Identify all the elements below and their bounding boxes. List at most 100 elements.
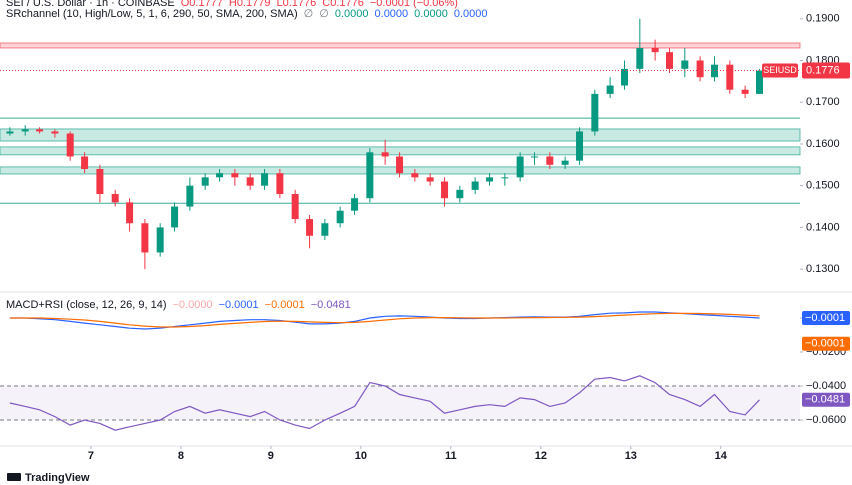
y-tick-label: 0.1700: [806, 96, 840, 108]
candle: [381, 139, 389, 165]
candle-body: [141, 223, 149, 253]
indicator-value: 0.0000: [335, 8, 369, 20]
indicator-value: 0.0000: [414, 8, 448, 20]
candle-body: [336, 210, 344, 224]
indicator-line: [9, 375, 760, 431]
y-tick-label: −0.0400: [806, 380, 846, 392]
x-tick-label: 9: [268, 450, 274, 462]
candle: [696, 56, 704, 82]
sr-zone: [0, 128, 801, 142]
indicator-value: 0.0000: [454, 8, 488, 20]
candle: [726, 60, 734, 94]
candle-body: [351, 198, 359, 211]
value-box: [802, 392, 850, 407]
candle-body: [666, 52, 674, 69]
candle: [651, 39, 659, 61]
candle-body: [591, 93, 599, 132]
candle-body: [576, 131, 584, 161]
candle-body: [681, 60, 689, 69]
indicator-header: MACD+RSI (close, 12, 26, 9, 14) −0.0000 −0…: [6, 299, 351, 311]
candle: [501, 173, 509, 186]
candle-body: [276, 173, 284, 195]
x-tick-label: 11: [445, 450, 457, 462]
candle-body: [81, 156, 89, 169]
candle: [246, 173, 254, 190]
indicator-value: −0.0481: [311, 299, 351, 311]
candle: [36, 127, 44, 134]
value-box-label: −0.0001: [805, 312, 845, 324]
chart-title: SEI / U.S. Dollar · 1h · COINBASE: [6, 0, 175, 9]
candle: [231, 168, 239, 186]
candle-body: [636, 47, 644, 69]
candle: [216, 168, 224, 182]
candle: [261, 168, 269, 190]
y-tick-label: 0.1900: [806, 13, 840, 25]
chart-header: SEI / U.S. Dollar · 1h · COINBASE O0.1777…: [6, 0, 458, 9]
candle-body: [51, 131, 59, 134]
last-price-label: 0.1776: [806, 64, 840, 76]
candle: [186, 177, 194, 211]
candle-body: [756, 70, 764, 94]
candle-body: [501, 177, 509, 179]
candle: [516, 152, 524, 182]
x-tick-label: 13: [625, 450, 637, 462]
candle: [636, 18, 644, 74]
candle-body: [321, 223, 329, 236]
candle: [96, 164, 104, 203]
candle: [81, 152, 89, 174]
candle: [366, 148, 374, 203]
candle: [471, 177, 479, 195]
ohlc-value: O0.1777: [181, 0, 223, 9]
candle-body: [201, 177, 209, 186]
ohlc-value: −0.0001 (−0.06%): [370, 0, 458, 9]
logo-mark: [7, 473, 21, 481]
candle-body: [231, 173, 239, 178]
indicator-value: ∅: [304, 8, 314, 20]
brand-name: TradingView: [25, 472, 90, 484]
candle: [621, 60, 629, 90]
candle-body: [111, 194, 119, 203]
candle: [201, 173, 209, 190]
indicator-value: 0.0000: [375, 8, 409, 20]
ohlc-value: C0.1776: [322, 0, 364, 9]
candle: [456, 185, 464, 203]
candle: [21, 125, 29, 136]
candle: [741, 85, 749, 99]
y-tick-label: 0.1600: [806, 138, 840, 150]
candle: [576, 127, 584, 165]
candle-body: [126, 202, 134, 224]
indicator-value: −0.0001: [265, 299, 305, 311]
candle-body: [261, 173, 269, 186]
candle-body: [456, 189, 464, 199]
candle-body: [66, 133, 74, 157]
y-tick-label: 0.1400: [806, 221, 840, 233]
candle-body: [381, 152, 389, 157]
candle-body: [216, 173, 224, 178]
candle: [6, 127, 14, 136]
ohlc-value: H0.1779: [229, 0, 271, 9]
candle: [126, 198, 134, 232]
indicator-line: [9, 312, 760, 328]
candle: [276, 168, 284, 199]
brand-logo: TradingView: [7, 472, 90, 484]
candle-body: [396, 156, 404, 174]
candle-body: [306, 219, 314, 236]
value-box: [802, 336, 850, 351]
candle-body: [651, 47, 659, 53]
candle: [426, 173, 434, 186]
symbol-tag-bg: [762, 63, 798, 78]
candle: [411, 168, 419, 182]
candle-body: [696, 60, 704, 78]
candle-body: [471, 181, 479, 190]
candle: [591, 89, 599, 136]
candle: [306, 214, 314, 249]
indicator-line: [9, 311, 760, 330]
candle: [756, 68, 764, 94]
indicator-value: ∅: [319, 8, 329, 20]
candle-body: [171, 206, 179, 228]
candle-body: [531, 156, 539, 158]
candle: [51, 129, 59, 138]
x-tick-label: 14: [715, 450, 728, 462]
candle-body: [156, 227, 164, 253]
x-tick-label: 8: [178, 450, 184, 462]
